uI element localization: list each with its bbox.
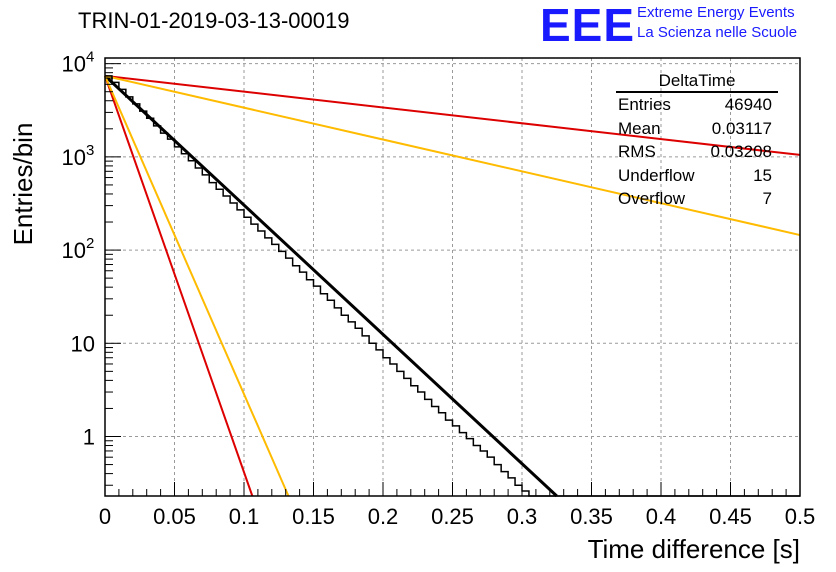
y-tick-label: 10 xyxy=(62,238,86,263)
page-title: TRIN-01-2019-03-13-00019 xyxy=(78,8,350,33)
stats-row: Overflow 7 xyxy=(612,187,778,211)
stats-row: RMS 0.03208 xyxy=(612,140,778,164)
y-axis-label: Entries/bin xyxy=(8,123,38,246)
fit-curve xyxy=(104,74,801,156)
fit-curve xyxy=(104,75,290,497)
stats-label: Entries xyxy=(618,95,671,114)
y-tick-label: 10 xyxy=(71,331,95,356)
stats-label: RMS xyxy=(618,142,656,161)
stats-label: Underflow xyxy=(618,165,695,185)
x-tick-label: 0.4 xyxy=(646,504,677,529)
y-tick-label: 10 xyxy=(62,52,86,77)
fit-curve xyxy=(104,74,801,237)
x-axis-label: Time difference [s] xyxy=(588,534,800,564)
x-tick-label: 0 xyxy=(99,504,111,529)
y-tick-label-exponent: 4 xyxy=(86,49,94,66)
stats-box: DeltaTime Entries 46940 Mean 0.03117 RMS… xyxy=(612,70,778,211)
stats-row: Mean 0.03117 xyxy=(612,117,778,141)
y-tick-label-exponent: 3 xyxy=(86,142,94,159)
x-tick-label: 0.45 xyxy=(709,504,752,529)
fit-curve xyxy=(104,75,254,497)
x-tick-label: 0.1 xyxy=(229,504,260,529)
stats-value: 0.03117 xyxy=(711,118,772,138)
y-tick-label-exponent: 2 xyxy=(86,235,94,252)
y-tick-label: 10 xyxy=(62,145,86,170)
stats-value: 7 xyxy=(762,189,772,208)
logo-line-1: Extreme Energy Events xyxy=(637,4,795,21)
eee-logo: EEE xyxy=(540,0,636,51)
stats-value: 15 xyxy=(753,165,772,185)
fit-curves xyxy=(103,74,801,498)
x-tick-label: 0.2 xyxy=(368,504,399,529)
axis-ticks xyxy=(104,63,801,496)
stats-label: Overflow xyxy=(618,189,686,208)
stats-row: Entries 46940 xyxy=(612,93,778,117)
fit-curve xyxy=(103,74,558,498)
stats-value: 46940 xyxy=(724,95,772,114)
logo-line-2: La Scienza nelle Scuole xyxy=(637,24,798,41)
x-tick-label: 0.25 xyxy=(431,504,474,529)
stats-label: Mean xyxy=(618,118,661,138)
x-tick-label: 0.35 xyxy=(570,504,613,529)
y-tick-label: 1 xyxy=(83,425,95,450)
stats-title: DeltaTime xyxy=(616,70,778,93)
x-tick-label: 0.15 xyxy=(292,504,335,529)
x-tick-label: 0.5 xyxy=(785,504,816,529)
stats-value: 0.03208 xyxy=(710,142,772,161)
x-tick-labels: 0 0.05 0.1 0.15 0.2 0.25 0.3 0.35 0.4 0.45 0.5 xyxy=(99,504,815,529)
stats-row: Underflow 15 xyxy=(612,164,778,188)
x-tick-label: 0.05 xyxy=(153,504,196,529)
x-tick-label: 0.3 xyxy=(507,504,538,529)
